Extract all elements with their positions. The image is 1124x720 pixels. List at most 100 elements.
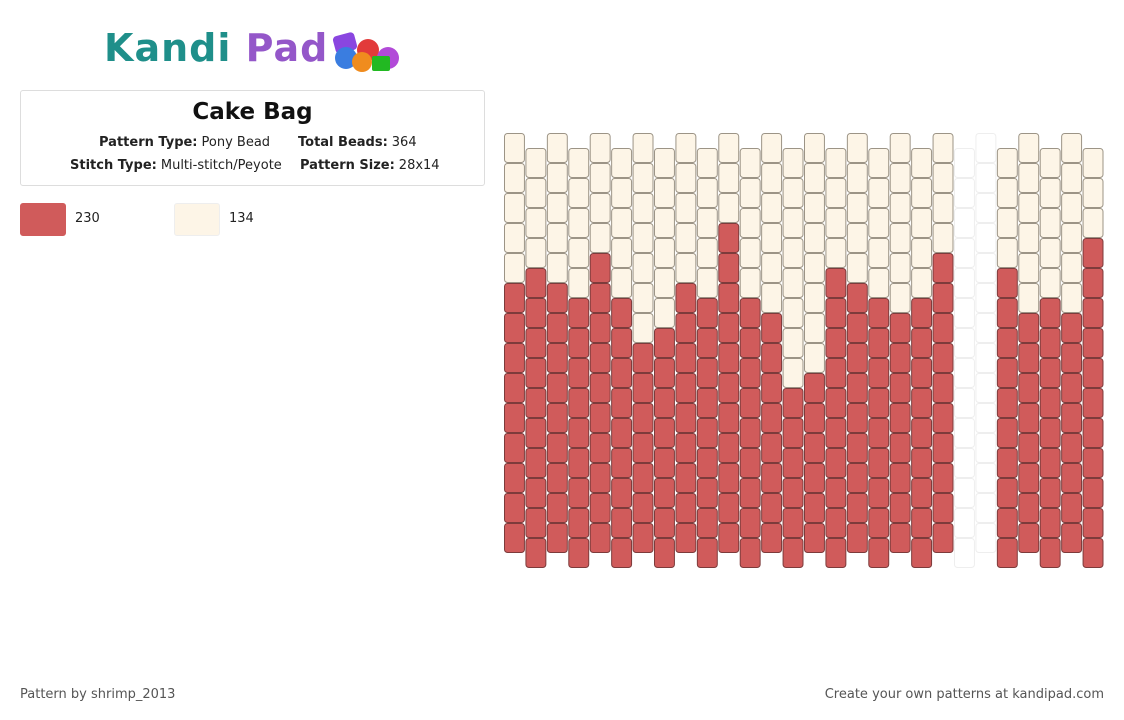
bead (654, 358, 675, 388)
bead (868, 418, 890, 448)
bead (761, 463, 783, 493)
bead (975, 373, 997, 403)
bead (1082, 478, 1104, 508)
bead (611, 388, 633, 418)
bead (632, 193, 654, 223)
bead (1061, 343, 1083, 373)
bead (868, 508, 890, 538)
bead (868, 448, 890, 478)
bead (1039, 538, 1061, 568)
bead (654, 538, 675, 568)
bead (889, 373, 911, 403)
bead (632, 343, 654, 373)
bead (632, 223, 654, 253)
bead (525, 178, 547, 208)
bead (675, 403, 697, 433)
bead (804, 463, 825, 493)
bead (889, 523, 911, 553)
bead (739, 328, 761, 358)
bead (1018, 493, 1040, 523)
bead (525, 238, 547, 268)
bead (546, 343, 568, 373)
bead (1082, 418, 1104, 448)
bead (846, 373, 868, 403)
bead (739, 178, 761, 208)
bead (782, 538, 804, 568)
bead (804, 313, 825, 343)
bead (889, 403, 911, 433)
bead (1039, 328, 1061, 358)
bead (1039, 448, 1061, 478)
footer-credit: Pattern by shrimp_2013 (20, 687, 176, 702)
bead (782, 388, 804, 418)
bead (1061, 493, 1083, 523)
bead (654, 418, 675, 448)
bead (525, 298, 547, 328)
bead (761, 493, 783, 523)
bead (546, 253, 568, 283)
bead (504, 253, 525, 283)
bead (954, 328, 975, 358)
bead (911, 478, 933, 508)
bead (954, 388, 975, 418)
bead (761, 223, 783, 253)
bead (846, 283, 868, 313)
bead (804, 523, 825, 553)
bead (546, 133, 568, 163)
bead (568, 328, 590, 358)
bead (954, 358, 975, 388)
bead (761, 433, 783, 463)
detail-value: Multi-stitch/Peyote (160, 158, 282, 173)
bead (996, 418, 1018, 448)
bead (975, 493, 997, 523)
bead (846, 253, 868, 283)
bead (718, 403, 740, 433)
bead (1061, 373, 1083, 403)
bead (911, 358, 933, 388)
bead (804, 283, 825, 313)
bead (761, 313, 783, 343)
bead (568, 238, 590, 268)
bead (889, 193, 911, 223)
detail: Stitch Type: Multi-stitch/Peyote (70, 158, 282, 173)
bead (696, 328, 718, 358)
legend-swatch (174, 203, 220, 236)
bead (589, 373, 611, 403)
bead (804, 253, 825, 283)
bead (718, 433, 740, 463)
legend-count: 230 (75, 211, 100, 226)
bead (932, 463, 954, 493)
bead (654, 448, 675, 478)
bead (504, 463, 525, 493)
detail-value: 364 (391, 135, 417, 150)
logo[interactable]: Kandi Pad (104, 26, 328, 70)
footer-link[interactable]: Create your own patterns at kandipad.com (824, 687, 1104, 702)
pattern-title: Cake Bag (192, 99, 313, 125)
bead (568, 418, 590, 448)
bead (611, 208, 633, 238)
bead (825, 358, 847, 388)
bead (611, 238, 633, 268)
bead (782, 508, 804, 538)
bead (654, 208, 675, 238)
bead (654, 508, 675, 538)
bead (504, 403, 525, 433)
bead (954, 298, 975, 328)
bead (932, 253, 954, 283)
bead (975, 433, 997, 463)
bead (739, 418, 761, 448)
bead (654, 238, 675, 268)
bead (696, 178, 718, 208)
bead (589, 343, 611, 373)
bead (718, 283, 740, 313)
bead (1018, 193, 1040, 223)
bead (911, 178, 933, 208)
bead (718, 523, 740, 553)
bead (804, 373, 825, 403)
bead (1082, 448, 1104, 478)
bead (525, 478, 547, 508)
bead (504, 133, 525, 163)
bead (654, 298, 675, 328)
bead (654, 328, 675, 358)
bead (504, 223, 525, 253)
